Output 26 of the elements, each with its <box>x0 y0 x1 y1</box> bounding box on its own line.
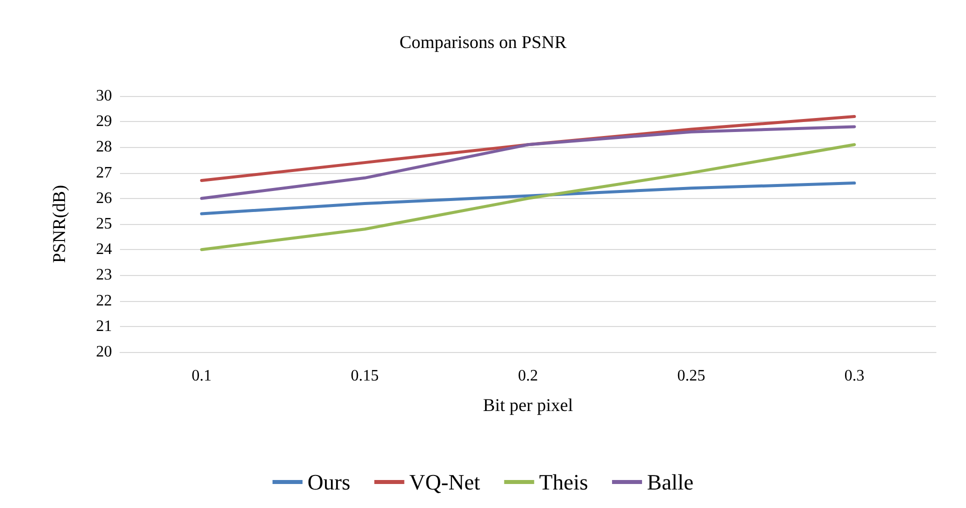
y-tick-label: 22 <box>96 292 112 310</box>
line-series <box>200 143 856 252</box>
y-tick-label: 26 <box>96 190 112 207</box>
x-tick-label: 0.15 <box>350 368 379 384</box>
y-tick-label: 25 <box>96 216 112 232</box>
x-tick-label: 0.2 <box>518 368 538 384</box>
y-tick-label: 29 <box>96 113 112 130</box>
y-axis-title: PSNR(dB) <box>49 184 69 264</box>
y-tick-label: 24 <box>96 241 112 258</box>
x-tick-label: 0.1 <box>192 368 212 384</box>
legend-label: Ours <box>308 470 350 494</box>
x-axis-title: Bit per pixel <box>483 395 573 415</box>
legend-label: VQ-Net <box>409 470 480 494</box>
y-tick-label: 28 <box>96 138 112 156</box>
y-tick-label: 30 <box>96 88 112 104</box>
y-tick-label: 27 <box>96 164 112 182</box>
x-tick-label: 0.25 <box>677 368 706 384</box>
legend-label: Theis <box>539 470 588 494</box>
y-tick-label: 20 <box>96 344 112 360</box>
x-tick-label: 0.3 <box>844 368 864 384</box>
y-tick-label: 21 <box>96 318 112 335</box>
line-series <box>200 182 856 216</box>
chart-title: Comparisons on PSNR <box>399 32 567 52</box>
line-series <box>200 125 856 200</box>
legend-label: Balle <box>647 470 694 494</box>
y-tick-label: 23 <box>96 266 112 284</box>
